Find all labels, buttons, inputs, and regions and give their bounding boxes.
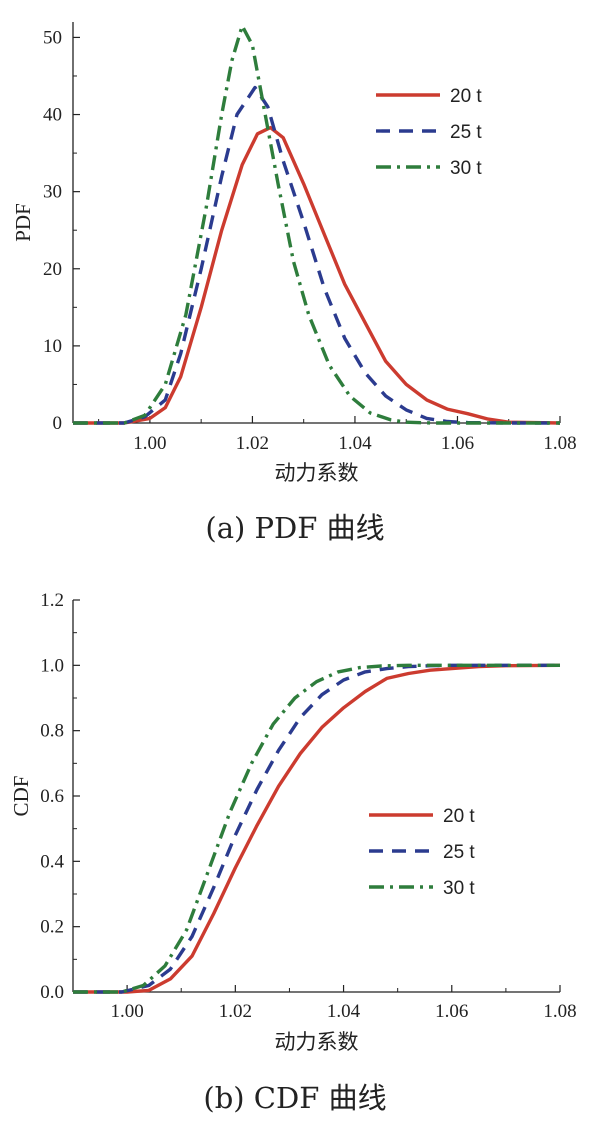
- series-line-25t: [73, 85, 560, 425]
- y-tick-label: 0.2: [40, 917, 64, 938]
- x-tick-label: 1.06: [441, 433, 474, 454]
- y-tick-label: 0.4: [40, 851, 64, 872]
- x-tick-label: 1.08: [543, 433, 576, 454]
- x-tick-label: 1.02: [236, 433, 269, 454]
- y-tick-label: 0.6: [40, 786, 64, 807]
- y-tick-label: 10: [43, 336, 62, 357]
- y-tick-label: 1.0: [40, 655, 64, 676]
- series-line-20t: [73, 663, 561, 994]
- y-tick-label: 0: [53, 413, 63, 434]
- x-tick-label: 1.04: [327, 1001, 361, 1022]
- y-tick-label: 50: [43, 27, 62, 48]
- x-tick-label: 1.06: [435, 1001, 468, 1022]
- legend-label: 25 t: [450, 122, 482, 143]
- y-tick-label: 0.0: [40, 982, 64, 1003]
- series-line-30t: [73, 24, 560, 425]
- legend-label: 25 t: [443, 842, 475, 863]
- legend-label: 30 t: [450, 158, 482, 179]
- y-tick-label: 20: [43, 259, 62, 280]
- series-line-20t: [73, 125, 561, 425]
- legend-label: 20 t: [443, 806, 475, 827]
- x-tick-label: 1.00: [110, 1001, 143, 1022]
- x-axis-title: 动力系数: [275, 461, 359, 485]
- y-tick-label: 40: [43, 105, 62, 126]
- x-tick-label: 1.00: [133, 433, 166, 454]
- x-tick-label: 1.02: [219, 1001, 252, 1022]
- legend-label: 20 t: [450, 86, 482, 107]
- y-axis-title: PDF: [11, 203, 35, 242]
- y-tick-label: 1.2: [40, 590, 64, 611]
- series-line-30t: [73, 663, 560, 994]
- y-axis-title: CDF: [9, 776, 33, 817]
- chart-caption: (a) PDF 曲线: [205, 511, 384, 545]
- legend-label: 30 t: [443, 878, 475, 899]
- x-tick-label: 1.08: [543, 1001, 576, 1022]
- x-axis-title: 动力系数: [275, 1030, 359, 1054]
- y-tick-label: 0.8: [40, 721, 64, 742]
- y-tick-label: 30: [43, 182, 62, 203]
- cdf-chart: 1.00 1.02 1.04 1.06 1.08 0.0 0.2 0.4 0.6 0.8 1.0 1.…: [9, 590, 577, 1115]
- chart-caption: (b) CDF 曲线: [203, 1081, 386, 1115]
- x-tick-label: 1.04: [338, 433, 372, 454]
- series-line-25t: [73, 663, 560, 994]
- pdf-chart: 1.00 1.02 1.04 1.06 1.08 0 10 20 30 40 50 动力系数 PDF 20…: [11, 22, 577, 545]
